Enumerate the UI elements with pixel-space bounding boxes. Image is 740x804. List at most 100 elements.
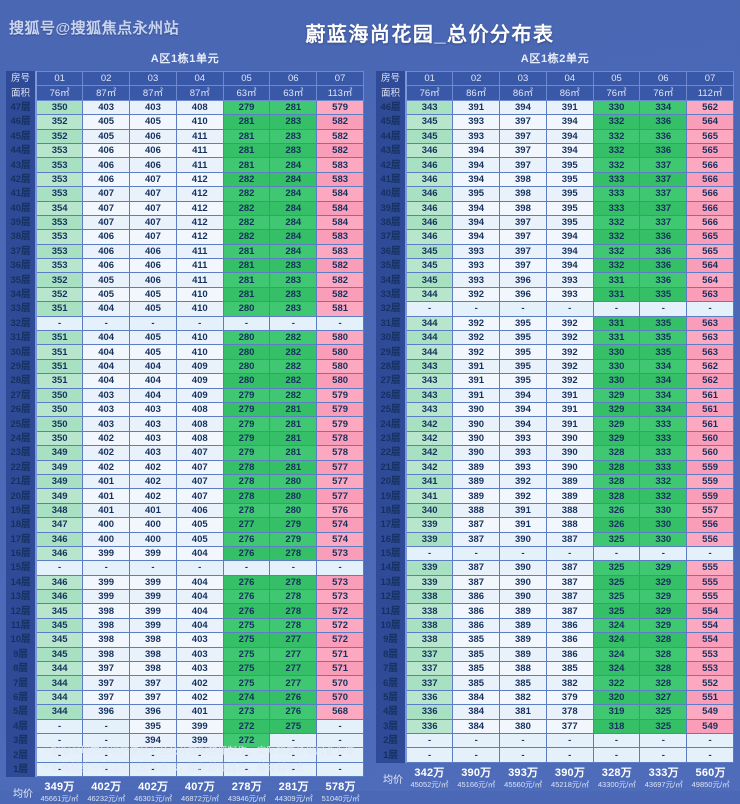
price-cell[interactable]: 387 (452, 517, 501, 533)
price-cell[interactable]: 328 (592, 473, 641, 490)
price-cell[interactable]: - (175, 747, 224, 763)
price-cell[interactable]: 282 (222, 171, 271, 188)
price-cell[interactable]: 346 (405, 142, 454, 159)
price-cell[interactable]: 399 (82, 574, 131, 591)
price-cell[interactable]: - (316, 315, 364, 332)
price-cell[interactable]: 407 (129, 214, 177, 231)
price-cell[interactable]: 325 (592, 574, 641, 591)
price-cell[interactable]: 556 (686, 517, 734, 533)
price-cell[interactable]: 334 (639, 387, 688, 403)
price-cell[interactable]: 345 (35, 646, 84, 663)
price-cell[interactable]: 394 (452, 142, 501, 159)
price-cell[interactable]: - (316, 761, 364, 778)
price-cell[interactable]: 382 (545, 675, 594, 691)
price-cell[interactable]: 405 (82, 128, 131, 144)
price-cell[interactable]: 398 (499, 171, 547, 188)
price-cell[interactable]: 344 (35, 675, 84, 691)
price-cell[interactable]: 338 (405, 589, 454, 605)
price-cell[interactable]: 391 (499, 517, 547, 533)
price-cell[interactable]: 406 (82, 229, 131, 245)
price-cell[interactable]: 386 (452, 617, 501, 634)
price-cell[interactable]: - (175, 315, 224, 332)
price-cell[interactable]: 281 (222, 114, 271, 130)
price-cell[interactable]: 335 (639, 315, 688, 332)
price-cell[interactable]: 328 (592, 488, 641, 504)
price-cell[interactable]: - (545, 747, 594, 763)
price-cell[interactable]: 394 (452, 157, 501, 173)
price-cell[interactable]: 334 (639, 401, 688, 418)
price-cell[interactable]: 351 (35, 330, 84, 346)
price-cell[interactable]: 401 (129, 502, 177, 519)
price-cell[interactable]: 406 (129, 128, 177, 144)
price-cell[interactable]: 409 (175, 373, 224, 389)
price-cell[interactable]: 329 (639, 617, 688, 634)
price-cell[interactable]: 399 (82, 589, 131, 605)
price-cell[interactable]: 340 (405, 502, 454, 519)
price-cell[interactable]: 391 (545, 416, 594, 432)
price-cell[interactable]: 389 (452, 488, 501, 504)
price-cell[interactable]: 332 (639, 488, 688, 504)
price-cell[interactable]: 331 (592, 330, 641, 346)
price-cell[interactable]: 343 (405, 99, 454, 116)
price-cell[interactable]: 278 (269, 603, 318, 619)
price-cell[interactable]: 397 (82, 689, 131, 706)
price-cell[interactable]: 279 (222, 445, 271, 461)
price-cell[interactable]: 406 (82, 157, 131, 173)
price-cell[interactable]: 404 (175, 545, 224, 562)
price-cell[interactable]: 282 (269, 358, 318, 375)
price-cell[interactable]: 583 (316, 157, 364, 173)
price-cell[interactable]: 344 (405, 330, 454, 346)
price-cell[interactable]: 398 (82, 632, 131, 648)
price-cell[interactable]: 339 (405, 574, 454, 591)
price-cell[interactable]: 390 (545, 430, 594, 447)
price-cell[interactable]: 393 (545, 286, 594, 303)
price-cell[interactable]: 579 (316, 416, 364, 432)
price-cell[interactable]: 404 (82, 373, 131, 389)
price-cell[interactable]: 573 (316, 545, 364, 562)
price-cell[interactable]: 275 (269, 718, 318, 734)
price-cell[interactable]: 345 (405, 258, 454, 274)
price-cell[interactable]: 406 (82, 243, 131, 260)
price-cell[interactable]: 282 (222, 214, 271, 231)
price-cell[interactable]: 404 (175, 589, 224, 605)
price-cell[interactable]: 386 (545, 617, 594, 634)
price-cell[interactable]: 333 (592, 171, 641, 188)
price-cell[interactable]: - (499, 747, 547, 763)
price-cell[interactable]: 398 (129, 646, 177, 663)
price-cell[interactable]: 278 (269, 589, 318, 605)
price-cell[interactable]: 572 (316, 632, 364, 648)
price-cell[interactable]: 277 (269, 646, 318, 663)
price-cell[interactable]: - (35, 761, 84, 778)
price-cell[interactable]: 397 (499, 229, 547, 245)
price-cell[interactable]: 555 (686, 560, 734, 576)
price-cell[interactable]: 577 (316, 488, 364, 504)
price-cell[interactable]: - (35, 560, 84, 576)
price-cell[interactable]: 571 (316, 646, 364, 663)
price-cell[interactable]: 353 (35, 171, 84, 188)
price-cell[interactable]: - (82, 315, 131, 332)
price-cell[interactable]: 405 (175, 517, 224, 533)
price-cell[interactable]: 279 (222, 416, 271, 432)
price-cell[interactable]: 566 (686, 186, 734, 202)
price-cell[interactable]: 392 (499, 473, 547, 490)
price-cell[interactable]: - (592, 545, 641, 562)
price-cell[interactable]: 329 (592, 416, 641, 432)
price-cell[interactable]: 395 (545, 186, 594, 202)
price-cell[interactable]: 329 (639, 589, 688, 605)
price-cell[interactable]: 407 (175, 459, 224, 475)
price-cell[interactable]: 338 (405, 603, 454, 619)
price-cell[interactable]: 283 (269, 114, 318, 130)
price-cell[interactable]: 384 (452, 718, 501, 734)
price-cell[interactable]: 565 (686, 229, 734, 245)
price-cell[interactable]: 344 (35, 661, 84, 677)
price-cell[interactable]: 572 (316, 617, 364, 634)
price-cell[interactable]: 395 (545, 171, 594, 188)
price-cell[interactable]: 406 (175, 502, 224, 519)
price-cell[interactable]: 388 (499, 661, 547, 677)
price-cell[interactable]: 390 (452, 445, 501, 461)
price-cell[interactable]: 565 (686, 142, 734, 159)
price-cell[interactable]: 338 (405, 632, 454, 648)
price-cell[interactable]: 579 (316, 99, 364, 116)
price-cell[interactable]: 349 (35, 473, 84, 490)
price-cell[interactable]: - (82, 747, 131, 763)
